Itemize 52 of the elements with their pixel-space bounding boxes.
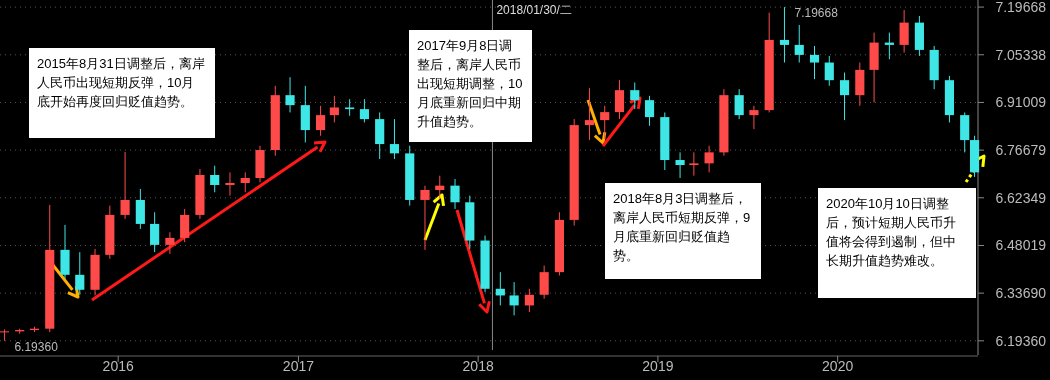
ref-line-label: 2018/01/30/二 (496, 3, 572, 17)
x-tick-label: 2020 (822, 358, 854, 374)
candlestick (539, 264, 549, 300)
candlestick (329, 95, 339, 123)
candlestick (180, 208, 190, 243)
candlestick (285, 76, 295, 113)
y-tick-label: 7.05338 (995, 46, 1047, 63)
candlestick (734, 88, 744, 120)
candlestick (614, 79, 625, 120)
x-tick-label: 2016 (102, 358, 134, 374)
candlestick (0, 328, 10, 342)
candlestick (359, 98, 369, 123)
candlestick (644, 95, 655, 127)
candlestick (150, 211, 160, 253)
x-tick-label: 2017 (282, 358, 315, 374)
candlestick (704, 145, 714, 173)
candlestick (509, 281, 519, 316)
candlestick (165, 231, 175, 255)
y-tick-label: 6.91009 (995, 94, 1047, 111)
candlestick (584, 87, 595, 141)
candlestick (450, 178, 460, 210)
candlestick (120, 151, 130, 220)
candlestick (75, 251, 85, 296)
y-tick-label: 6.62349 (995, 189, 1047, 206)
candlestick (225, 171, 235, 197)
candlestick (779, 6, 790, 64)
candlestick (630, 82, 640, 110)
y-tick-label: 6.76679 (995, 142, 1047, 159)
candlestick (389, 118, 400, 160)
candlestick (839, 72, 850, 121)
candlestick (420, 185, 430, 251)
candlestick (899, 9, 909, 54)
candlestick (135, 188, 145, 230)
y-tick-label: 6.19360 (995, 332, 1047, 349)
x-tick-label: 2019 (642, 358, 674, 374)
candlestick (824, 55, 834, 87)
candlestick (675, 151, 685, 179)
y-tick-label: 6.48019 (995, 237, 1047, 254)
y-tick-label: 7.19668 (995, 0, 1047, 16)
candlestick (600, 105, 610, 140)
candlestick (749, 105, 759, 130)
candlestick (210, 165, 220, 193)
candlestick (809, 45, 820, 80)
candlestick (689, 151, 699, 177)
annotation: 7.19668 (794, 6, 839, 21)
x-tick-label: 2018 (462, 358, 494, 374)
candlestick (316, 105, 326, 137)
candlestick (524, 288, 534, 313)
candlestick (794, 24, 804, 64)
y-tick-label: 6.33690 (995, 285, 1047, 302)
candlestick (240, 171, 250, 193)
annotation: 6.19360 (14, 339, 59, 354)
